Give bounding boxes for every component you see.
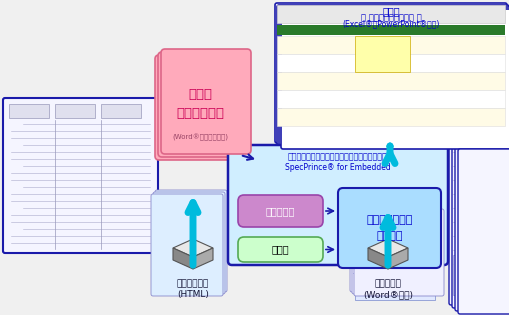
FancyBboxPatch shape [337, 188, 440, 268]
Bar [452, 255, 498, 295]
FancyBboxPatch shape [155, 190, 227, 292]
Bar [354, 262, 434, 300]
Polygon shape [173, 248, 192, 269]
Text: ルール: ルール [271, 244, 289, 255]
FancyBboxPatch shape [276, 5, 508, 145]
Bar [276, 5, 504, 23]
FancyBboxPatch shape [351, 207, 441, 294]
Text: エンジン: エンジン [376, 231, 402, 241]
Text: (HTML): (HTML) [177, 290, 209, 300]
Bar [276, 72, 504, 90]
Polygon shape [387, 248, 407, 269]
FancyBboxPatch shape [457, 149, 509, 314]
Bar [9, 104, 49, 118]
FancyBboxPatch shape [353, 209, 443, 296]
FancyBboxPatch shape [158, 52, 247, 157]
Bar [276, 25, 504, 35]
FancyBboxPatch shape [274, 3, 506, 143]
Polygon shape [367, 248, 387, 269]
FancyBboxPatch shape [155, 55, 244, 160]
FancyBboxPatch shape [161, 49, 250, 154]
Text: ～ 技術文書の内容情報 ～: ～ 技術文書の内容情報 ～ [360, 14, 420, 22]
Text: 仕様書: 仕様書 [188, 89, 212, 101]
Bar [276, 54, 504, 72]
FancyBboxPatch shape [228, 145, 447, 265]
Text: 検証レポート: 検証レポート [177, 279, 209, 289]
FancyBboxPatch shape [448, 140, 506, 305]
FancyBboxPatch shape [451, 143, 509, 308]
Bar [276, 108, 504, 126]
FancyBboxPatch shape [349, 205, 439, 292]
FancyBboxPatch shape [151, 194, 222, 296]
Bar [276, 90, 504, 108]
Text: メタモデル: メタモデル [265, 206, 295, 216]
FancyBboxPatch shape [454, 146, 509, 311]
Bar [354, 36, 409, 72]
Bar [55, 104, 95, 118]
FancyBboxPatch shape [238, 237, 322, 262]
FancyBboxPatch shape [238, 195, 322, 227]
FancyBboxPatch shape [153, 192, 224, 294]
Text: SpecPrince® for Embedded: SpecPrince® for Embedded [285, 163, 390, 173]
Text: 仕様生成・検証: 仕様生成・検証 [365, 215, 412, 225]
FancyBboxPatch shape [278, 7, 509, 147]
Bar [276, 36, 504, 54]
Polygon shape [192, 248, 213, 269]
Text: (Word®文書): (Word®文書) [362, 290, 412, 300]
Text: (Excel®、PowerPoint®など): (Excel®、PowerPoint®など) [342, 20, 439, 28]
Text: (Word®テンプレート): (Word®テンプレート) [172, 133, 228, 140]
Polygon shape [367, 239, 407, 257]
Polygon shape [173, 239, 213, 257]
FancyBboxPatch shape [3, 98, 158, 253]
Text: 設計仕様書: 設計仕様書 [374, 279, 401, 289]
Bar [101, 104, 140, 118]
Text: モデル: モデル [381, 6, 399, 16]
Text: 仕様書作成・検証支援ツール（組込み向け版）: 仕様書作成・検証支援ツール（組込み向け版） [288, 152, 387, 162]
FancyBboxPatch shape [280, 9, 509, 149]
Text: テンプレート: テンプレート [176, 107, 223, 120]
